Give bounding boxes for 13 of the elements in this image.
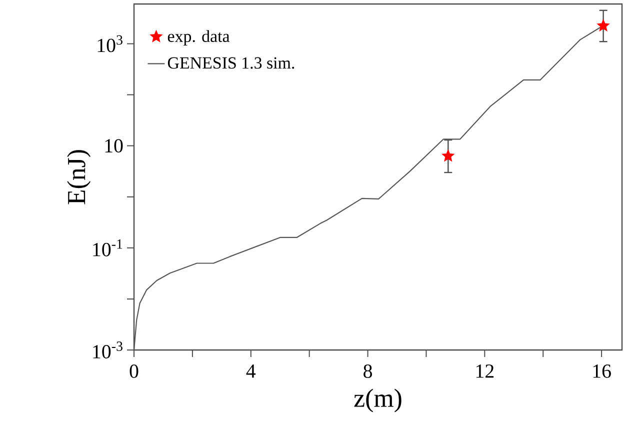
x-tick-label: 16 (593, 364, 611, 378)
y-tick-label: 10 (105, 139, 123, 153)
legend-label: exp. data (168, 30, 230, 46)
legend-label: GENESIS 1.3 sim. (168, 57, 294, 69)
y-tick-label: 10$^{-3}$ (93, 342, 122, 358)
y-axis-title: E(nJ) (67, 150, 91, 204)
x-tick-label: 4 (246, 364, 256, 378)
y-tick-label: 10$^{3}$ (98, 35, 122, 52)
x-tick-label: 8 (364, 364, 372, 378)
x-axis-title: z(m) (354, 388, 402, 412)
x-tick-label: 0 (130, 364, 138, 378)
y-tick-label: 10$^{-1}$ (93, 239, 122, 256)
x-tick-label: 12 (476, 364, 494, 378)
